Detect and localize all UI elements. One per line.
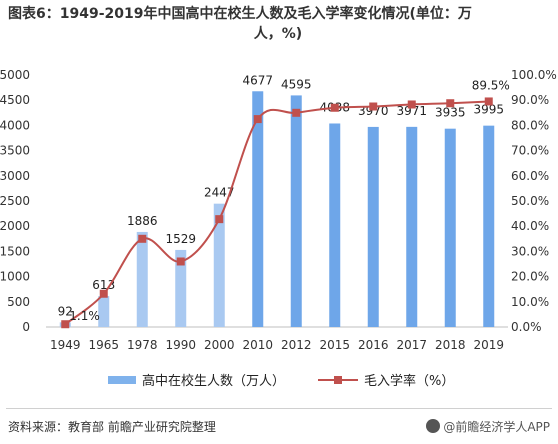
rate-marker xyxy=(61,320,70,329)
x-axis-labels: 1949 1965 1978 1990 2000 2010 2012 2015 2016 2017… xyxy=(50,338,504,352)
chart-title: 图表6：1949-2019年中国高中在校生人数及毛入学率变化情况(单位：万 人，… xyxy=(8,4,548,44)
bar xyxy=(329,123,341,327)
right-tick-label: 100.0% xyxy=(511,68,557,82)
bar-value-label: 4595 xyxy=(281,77,312,91)
legend-bar-swatch xyxy=(108,375,136,384)
left-tick-label: 4000 xyxy=(0,118,30,132)
bar-value-label: 92 xyxy=(58,304,73,318)
bar-value-label: 613 xyxy=(92,278,115,292)
brand-mark: @前瞻经济学人APP xyxy=(426,418,550,435)
bar-value-label: 2447 xyxy=(204,186,235,200)
right-tick-label: 10.0% xyxy=(511,295,549,309)
footer: 资料来源：教育部 前瞻产业研究院整理 @前瞻经济学人APP xyxy=(6,414,552,436)
left-tick-label: 5000 xyxy=(0,68,30,82)
x-tick-label: 2000 xyxy=(204,338,235,352)
rate-marker xyxy=(138,234,147,243)
x-tick-label: 2016 xyxy=(358,338,389,352)
right-tick-label: 20.0% xyxy=(511,270,549,284)
left-tick-label: 2500 xyxy=(0,194,30,208)
rate-value-label: 1.1% xyxy=(69,309,100,323)
rate-line xyxy=(64,100,489,326)
left-tick-label: 4500 xyxy=(0,93,30,107)
bar-value-label: 3971 xyxy=(396,104,427,118)
rate-value-label: 89.5% xyxy=(472,78,510,92)
bar xyxy=(406,126,418,327)
legend-line-swatch xyxy=(318,374,358,386)
x-tick-label: 1949 xyxy=(50,338,81,352)
legend-item-line: 毛入学率（%） xyxy=(318,370,454,389)
legend: 高中在校生人数（万人） 毛入学率（%） xyxy=(0,370,558,390)
bar xyxy=(136,231,148,327)
x-tick-label: 2018 xyxy=(435,338,466,352)
x-tick-label: 1990 xyxy=(165,338,196,352)
right-tick-label: 30.0% xyxy=(511,244,549,258)
title-line-1: 图表6：1949-2019年中国高中在校生人数及毛入学率变化情况(单位：万 xyxy=(8,6,472,22)
bar xyxy=(175,249,187,327)
bar xyxy=(213,203,225,327)
legend-item-bar: 高中在校生人数（万人） xyxy=(108,370,285,389)
right-tick-label: 0.0% xyxy=(511,320,542,334)
bar xyxy=(483,125,495,327)
x-tick-label: 2010 xyxy=(242,338,273,352)
rate-marker xyxy=(484,97,493,106)
chart-svg: 0 500 1000 1500 2000 2500 3000 3500 4000 4500 5000… xyxy=(0,68,557,352)
bar-value-label: 1886 xyxy=(127,214,158,228)
left-tick-label: 500 xyxy=(7,295,30,309)
bar xyxy=(444,128,456,327)
rate-labels: 1.1% 89.5% xyxy=(69,78,510,323)
rate-marker xyxy=(253,115,262,124)
left-tick-label: 0 xyxy=(22,320,30,334)
left-tick-label: 2000 xyxy=(0,219,30,233)
x-tick-label: 1965 xyxy=(88,338,119,352)
left-tick-label: 3500 xyxy=(0,144,30,158)
right-tick-label: 50.0% xyxy=(511,194,549,208)
left-axis: 0 500 1000 1500 2000 2500 3000 3500 4000 4500 5000 xyxy=(0,68,30,334)
legend-bar-label: 高中在校生人数（万人） xyxy=(142,374,286,389)
x-tick-label: 2019 xyxy=(473,338,504,352)
left-tick-label: 3000 xyxy=(0,169,30,183)
rate-marker xyxy=(176,257,185,266)
rate-marker xyxy=(99,289,108,298)
bar-value-label: 3935 xyxy=(435,106,466,120)
source-note: 资料来源：教育部 前瞻产业研究院整理 xyxy=(8,420,216,434)
title-line-2: 人，%) xyxy=(253,26,303,42)
x-tick-label: 2012 xyxy=(281,338,312,352)
bar-value-label: 4677 xyxy=(242,73,273,87)
right-tick-label: 40.0% xyxy=(511,219,549,233)
legend-line-label: 毛入学率（%） xyxy=(364,374,455,389)
rate-marker xyxy=(292,108,301,117)
bar xyxy=(252,91,264,327)
right-tick-label: 70.0% xyxy=(511,144,549,158)
x-tick-label: 2017 xyxy=(396,338,427,352)
bar xyxy=(290,95,302,327)
brand-logo-icon xyxy=(426,419,441,433)
rate-marker xyxy=(215,215,224,224)
bar xyxy=(98,296,110,327)
x-tick-label: 2015 xyxy=(319,338,350,352)
footer-divider xyxy=(6,408,552,409)
right-tick-label: 60.0% xyxy=(511,169,549,183)
rate-marker xyxy=(446,99,455,108)
rate-marker xyxy=(369,102,378,111)
x-tick-label: 1978 xyxy=(127,338,158,352)
bar-value-label: 3995 xyxy=(473,103,504,117)
bar xyxy=(367,126,379,327)
left-tick-label: 1000 xyxy=(0,270,30,284)
bar-value-label: 1529 xyxy=(165,232,196,246)
right-axis: 0.0% 10.0% 20.0% 30.0% 40.0% 50.0% 60.0% 70.0% 8… xyxy=(511,68,557,334)
rate-marker xyxy=(407,100,416,109)
right-tick-label: 80.0% xyxy=(511,118,549,132)
rate-marker xyxy=(330,103,339,112)
right-tick-label: 90.0% xyxy=(511,93,549,107)
rate-markers xyxy=(61,97,493,329)
brand-text: @前瞻经济学人APP xyxy=(443,420,550,434)
bar-series xyxy=(59,91,495,327)
left-tick-label: 1500 xyxy=(0,244,30,258)
